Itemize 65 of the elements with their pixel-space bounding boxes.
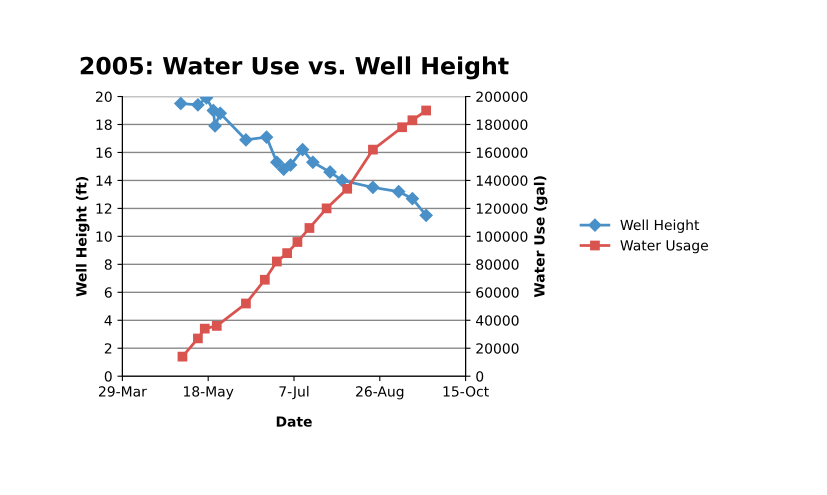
y-tick-label: 4	[104, 315, 112, 326]
y-tick-label: 0	[104, 371, 112, 382]
x-tick-label: 7-Jul	[279, 386, 308, 400]
point	[260, 274, 270, 285]
point	[241, 298, 251, 308]
point	[270, 156, 284, 169]
y2-tick-label: 40000	[476, 315, 519, 326]
y2-tick-label: 20000	[476, 343, 519, 354]
point	[212, 320, 222, 331]
point	[191, 98, 204, 112]
y-tick-label: 16	[96, 147, 112, 158]
y-tick-label: 2	[104, 343, 112, 354]
point	[420, 208, 433, 222]
point	[296, 143, 310, 156]
point	[306, 156, 320, 169]
point	[392, 185, 406, 198]
y-tick-label: 6	[104, 287, 112, 298]
point	[193, 334, 203, 344]
point	[292, 237, 302, 247]
x-axis-title: Date	[276, 416, 312, 427]
point	[397, 122, 407, 132]
y-tick-label: 14	[96, 176, 112, 186]
y-tick-label: 10	[96, 231, 112, 242]
point	[214, 106, 227, 120]
legend-label: Well Height	[620, 219, 700, 233]
y2-tick-label: 80000	[476, 259, 519, 270]
point	[260, 130, 274, 144]
y-tick-label: 12	[96, 203, 112, 214]
point	[304, 223, 314, 233]
point	[272, 256, 282, 266]
point	[421, 106, 431, 116]
y-tick-label: 18	[96, 119, 112, 130]
chart-title: 2005: Water Use vs. Well Height	[80, 56, 509, 80]
y2-tick-label: 0	[476, 371, 484, 382]
point	[282, 248, 292, 258]
point	[368, 144, 378, 155]
y2-axis-title: Water Use (gal)	[534, 176, 548, 298]
y2-tick-label: 200000	[476, 91, 528, 102]
point	[284, 158, 298, 172]
x-tick-label: 29-Mar	[98, 386, 147, 397]
y2-tick-label: 140000	[476, 175, 528, 186]
point	[200, 324, 210, 334]
y-tick-label: 20	[96, 91, 112, 102]
legend-label: Water Usage	[620, 240, 708, 254]
point	[323, 165, 337, 179]
y-tick-label: 8	[104, 259, 112, 270]
x-tick-label: 15-Oct	[444, 386, 489, 397]
point	[406, 192, 419, 206]
point	[408, 115, 418, 126]
point	[322, 204, 332, 214]
point	[366, 180, 380, 194]
x-tick-label: 18-May	[184, 386, 234, 400]
point	[174, 96, 188, 110]
y2-tick-label: 100000	[476, 231, 528, 242]
point	[178, 352, 188, 362]
y2-tick-label: 60000	[476, 287, 519, 298]
x-tick-label: 26-Aug	[356, 386, 404, 400]
point	[208, 119, 222, 132]
y2-tick-label: 180000	[476, 119, 528, 130]
y2-tick-label: 160000	[476, 147, 528, 158]
point	[335, 174, 349, 188]
point	[342, 184, 352, 194]
point	[239, 133, 253, 146]
y-axis-title: Well Height (ft)	[76, 177, 90, 296]
y2-tick-label: 120000	[476, 203, 528, 214]
